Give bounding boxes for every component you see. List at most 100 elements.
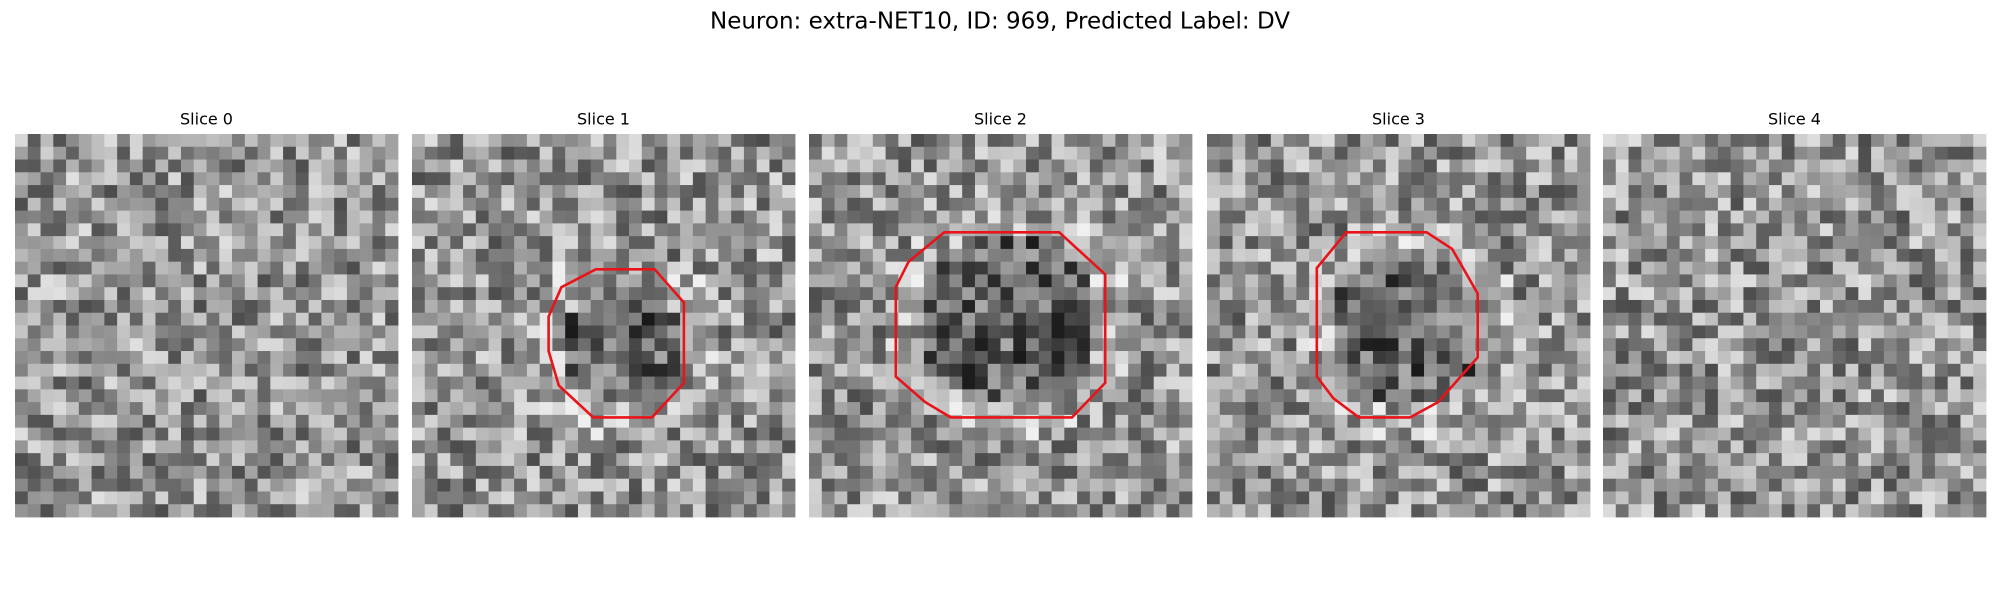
pixel: [1973, 299, 1987, 314]
pixel: [1883, 325, 1898, 339]
pixel: [1270, 465, 1284, 480]
pixel: [40, 299, 54, 314]
pixel: [155, 465, 169, 480]
pixel: [1064, 338, 1078, 352]
pixel: [385, 478, 399, 492]
pixel: [1462, 325, 1476, 339]
pixel: [1207, 351, 1221, 365]
pixel: [346, 376, 361, 390]
pixel: [667, 402, 681, 416]
pixel: [1424, 453, 1438, 467]
pixel: [1077, 389, 1091, 403]
pixel: [1424, 312, 1438, 326]
pixel: [1475, 223, 1489, 237]
pixel: [40, 197, 54, 211]
pixel: [898, 299, 912, 314]
pixel: [295, 248, 310, 263]
pixel: [911, 453, 925, 467]
pixel: [53, 325, 67, 339]
pixel: [1577, 453, 1591, 467]
pixel: [1896, 134, 1910, 148]
pixel: [346, 402, 361, 416]
pixel: [1768, 210, 1783, 224]
pixel: [1858, 134, 1872, 148]
pixel: [692, 312, 707, 326]
pixel: [488, 172, 502, 186]
pixel: [1436, 338, 1450, 352]
pixel: [1258, 134, 1272, 148]
pixel: [1820, 402, 1834, 416]
pixel: [1743, 210, 1757, 224]
pixel: [847, 248, 861, 263]
pixel: [603, 491, 617, 505]
pixel: [1089, 465, 1104, 480]
pixel: [1283, 134, 1297, 148]
pixel: [1883, 351, 1898, 365]
pixel: [1232, 210, 1246, 224]
pixel: [705, 312, 719, 326]
pixel: [257, 287, 271, 301]
pixel: [1641, 236, 1655, 250]
pixel: [1153, 134, 1167, 148]
pixel: [1960, 338, 1974, 352]
pixel: [1128, 185, 1142, 199]
pixel: [987, 325, 1001, 339]
figure-title: Neuron: extra-NET10, ID: 969, Predicted …: [710, 9, 1290, 35]
pixel: [1615, 465, 1629, 480]
pixel: [1038, 185, 1052, 199]
pixel: [860, 134, 874, 148]
pixel: [1654, 389, 1668, 403]
pixel: [424, 363, 438, 377]
pixel: [1500, 402, 1514, 416]
pixel: [501, 414, 515, 429]
pixel: [1973, 274, 1987, 288]
pixel: [641, 363, 655, 377]
pixel: [295, 427, 310, 441]
pixel: [1398, 402, 1412, 416]
pixel: [1283, 236, 1297, 250]
pixel: [1475, 185, 1489, 199]
pixel: [1526, 376, 1540, 390]
pixel: [565, 134, 579, 148]
pixel: [872, 210, 886, 224]
pixel: [53, 351, 67, 365]
pixel: [1179, 134, 1193, 148]
pixel: [1013, 389, 1027, 403]
pixel: [1513, 414, 1527, 429]
pixel: [680, 504, 694, 518]
pixel: [308, 402, 322, 416]
pixel: [1089, 478, 1104, 492]
pixel: [1487, 491, 1502, 505]
pixel: [1462, 453, 1476, 467]
pixel: [359, 478, 373, 492]
pixel: [1513, 312, 1527, 326]
pixel: [1858, 223, 1872, 237]
pixel: [129, 465, 144, 480]
pixel: [526, 299, 541, 314]
pixel: [501, 338, 515, 352]
pixel: [962, 172, 976, 186]
pixel: [1922, 427, 1936, 441]
pixel: [834, 274, 848, 288]
pixel: [821, 351, 835, 365]
pixel: [1013, 274, 1027, 288]
pixel: [283, 453, 297, 467]
pixel: [1360, 376, 1374, 390]
pixel: [1781, 312, 1795, 326]
pixel: [1064, 312, 1078, 326]
pixel: [1347, 223, 1361, 237]
pixel: [1909, 414, 1923, 429]
pixel: [1871, 146, 1885, 160]
pixel: [1564, 325, 1578, 339]
pixel: [1321, 440, 1336, 454]
pixel: [450, 338, 464, 352]
pixel: [1832, 172, 1846, 186]
pixel: [1153, 402, 1167, 416]
pixel: [1603, 146, 1617, 160]
pixel: [1513, 185, 1527, 199]
pixel: [142, 185, 156, 199]
pixel: [232, 351, 246, 365]
pixel: [359, 453, 373, 467]
pixel: [155, 440, 169, 454]
pixel: [756, 389, 770, 403]
